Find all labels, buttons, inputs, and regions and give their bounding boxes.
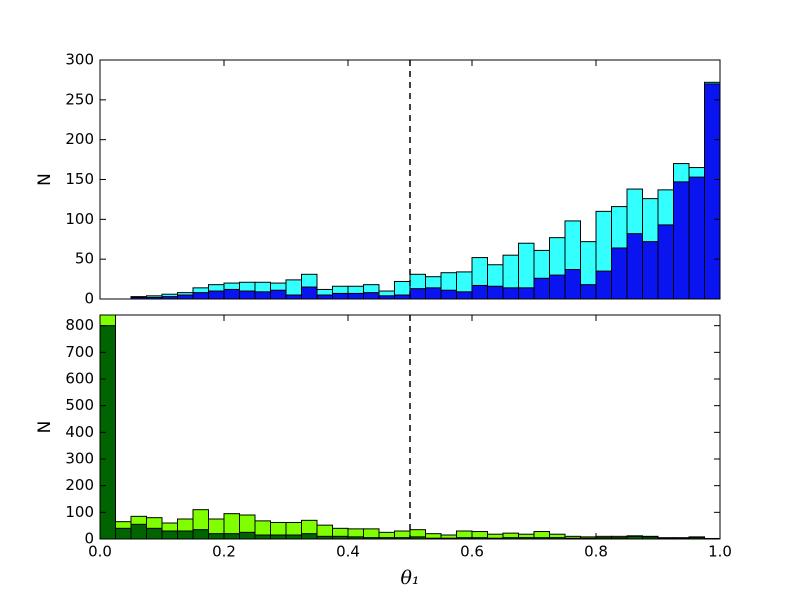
y-tick-label: 150 — [65, 170, 94, 188]
x-tick-label: 0.2 — [212, 543, 236, 561]
histogram-bar — [161, 530, 178, 540]
histogram-bar — [347, 292, 364, 300]
histogram-bar — [254, 534, 271, 540]
y-tick-label: 600 — [65, 370, 94, 388]
histogram-bar — [316, 294, 333, 300]
y-axis-label: N — [35, 173, 55, 186]
histogram-bar — [146, 527, 163, 540]
y-tick-label: 100 — [65, 503, 94, 521]
y-tick-label: 700 — [65, 343, 94, 361]
histogram-bar — [115, 527, 132, 540]
y-tick-label: 0 — [84, 290, 94, 308]
histogram-bar — [595, 270, 612, 300]
histogram-bar — [471, 284, 488, 300]
y-tick-label: 0 — [84, 530, 94, 548]
histogram-bar — [642, 241, 659, 300]
histogram-bar — [208, 533, 225, 540]
histogram-bar — [301, 533, 318, 540]
y-tick-label: 250 — [65, 90, 94, 108]
histogram-bar — [130, 523, 147, 540]
histogram-bar — [487, 285, 504, 300]
y-tick-label: 100 — [65, 210, 94, 228]
y-tick-label: 200 — [65, 476, 94, 494]
histogram-bar — [688, 176, 705, 300]
histogram-bar — [239, 290, 256, 300]
y-tick-label: 50 — [75, 250, 94, 268]
histogram-bar — [192, 529, 209, 540]
histogram-bar — [223, 533, 240, 540]
x-tick-label: 0.0 — [88, 543, 112, 561]
histogram-bar — [301, 286, 318, 300]
y-axis-label: N — [35, 421, 55, 434]
histogram-bar — [425, 287, 442, 300]
histogram-bar — [409, 288, 426, 300]
y-tick-label: 300 — [65, 450, 94, 468]
histogram-bar — [580, 284, 597, 300]
histogram-bar — [270, 534, 287, 540]
histogram-bar — [533, 277, 550, 300]
histogram-bar — [394, 294, 411, 300]
histogram-bar — [657, 224, 674, 300]
histogram-bar — [363, 292, 380, 300]
histogram-bar — [208, 290, 225, 300]
y-tick-label: 300 — [65, 51, 94, 69]
histogram-bar — [223, 288, 240, 300]
y-tick-label: 500 — [65, 396, 94, 414]
y-tick-label: 400 — [65, 423, 94, 441]
histogram-bar — [502, 287, 519, 300]
histogram-bar — [332, 292, 349, 300]
histogram-bar — [270, 289, 287, 300]
x-tick-label: 1.0 — [708, 543, 732, 561]
histogram-bar — [626, 233, 643, 300]
histogram-bar — [254, 291, 271, 300]
histogram-bar — [192, 292, 209, 300]
x-tick-label: 0.4 — [336, 543, 360, 561]
y-tick-label: 800 — [65, 316, 94, 334]
histogram-bar — [440, 289, 457, 300]
histogram-bar — [549, 274, 566, 300]
histogram-bar — [177, 530, 194, 540]
histogram-bar — [239, 531, 256, 540]
histogram-bar — [611, 247, 628, 300]
histogram-bar — [564, 269, 581, 300]
x-tick-label: 0.6 — [460, 543, 484, 561]
histogram-bar — [177, 294, 194, 300]
histogram-bar — [285, 294, 302, 300]
x-axis-label: θ₁ — [400, 567, 419, 589]
histogram-bar — [704, 83, 721, 300]
x-tick-label: 0.8 — [584, 543, 608, 561]
y-tick-label: 200 — [65, 130, 94, 148]
histogram-bar — [285, 534, 302, 540]
histogram-bar — [456, 291, 473, 300]
plot-frame — [99, 314, 721, 540]
histogram-bar — [518, 287, 535, 300]
histogram-bar — [673, 181, 690, 300]
